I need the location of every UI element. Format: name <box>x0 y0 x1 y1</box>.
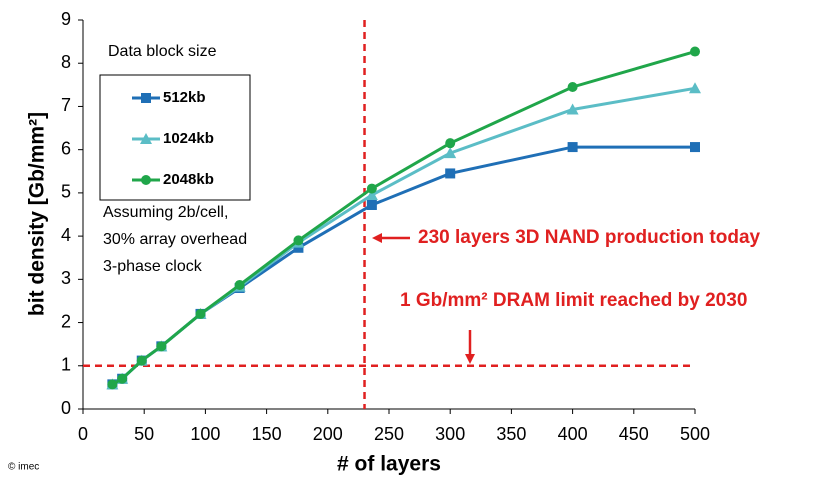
legend-label: 2048kb <box>163 171 214 188</box>
marker <box>690 46 700 57</box>
legend-title: Data block size <box>108 43 217 60</box>
marker <box>156 341 167 352</box>
x-tick-label: 50 <box>134 424 154 444</box>
marker <box>689 82 701 94</box>
x-tick-label: 500 <box>680 424 710 444</box>
x-tick-label: 200 <box>313 424 343 444</box>
marker <box>234 279 245 290</box>
legend-marker <box>141 175 151 185</box>
legend-box <box>99 74 251 201</box>
x-axis-label: # of layers <box>337 453 441 476</box>
marker <box>117 373 128 384</box>
annotation-arrowhead <box>465 354 475 364</box>
y-tick-label: 1 <box>61 355 71 375</box>
marker <box>293 242 304 253</box>
marker <box>365 189 378 201</box>
y-tick-label: 7 <box>61 95 71 115</box>
y-tick-label: 5 <box>61 182 71 202</box>
annotation: 1 Gb/mm² DRAM limit reached by 2030 <box>400 290 747 311</box>
y-axis-label: bit density [Gb/mm²] <box>26 112 49 316</box>
marker <box>445 138 456 149</box>
y-tick-label: 8 <box>61 52 71 72</box>
y-tick-label: 6 <box>61 138 71 158</box>
legend-marker <box>140 133 152 144</box>
x-tick-label: 250 <box>374 424 404 444</box>
legend-label: 1024kb <box>163 130 214 147</box>
marker <box>195 308 206 319</box>
x-tick-label: 150 <box>252 424 282 444</box>
marker <box>366 183 377 194</box>
note: Assuming 2b/cell, <box>103 204 228 221</box>
annotation-arrowhead <box>372 233 382 243</box>
legend-label: 512kb <box>163 89 206 106</box>
note: 3-phase clock <box>103 258 203 275</box>
marker <box>107 379 118 390</box>
x-tick-label: 400 <box>558 424 588 444</box>
marker <box>445 168 456 179</box>
marker <box>690 142 700 153</box>
marker <box>444 147 457 159</box>
y-tick-label: 2 <box>61 311 71 331</box>
copyright: © imec <box>8 462 39 473</box>
marker <box>366 199 377 210</box>
x-tick-label: 100 <box>190 424 220 444</box>
marker <box>567 142 578 153</box>
x-tick-label: 350 <box>496 424 526 444</box>
y-tick-label: 3 <box>61 268 71 288</box>
y-tick-label: 9 <box>61 9 71 29</box>
y-tick-label: 0 <box>61 398 71 418</box>
y-tick-label: 4 <box>61 225 71 245</box>
marker <box>136 355 147 366</box>
x-tick-label: 450 <box>619 424 649 444</box>
note: 30% array overhead <box>103 231 247 248</box>
legend-marker <box>141 93 151 103</box>
x-tick-label: 300 <box>435 424 465 444</box>
marker <box>566 103 579 115</box>
marker <box>293 235 304 246</box>
marker <box>567 81 578 92</box>
x-tick-label: 0 <box>78 424 88 444</box>
annotation: 230 layers 3D NAND production today <box>418 227 761 248</box>
